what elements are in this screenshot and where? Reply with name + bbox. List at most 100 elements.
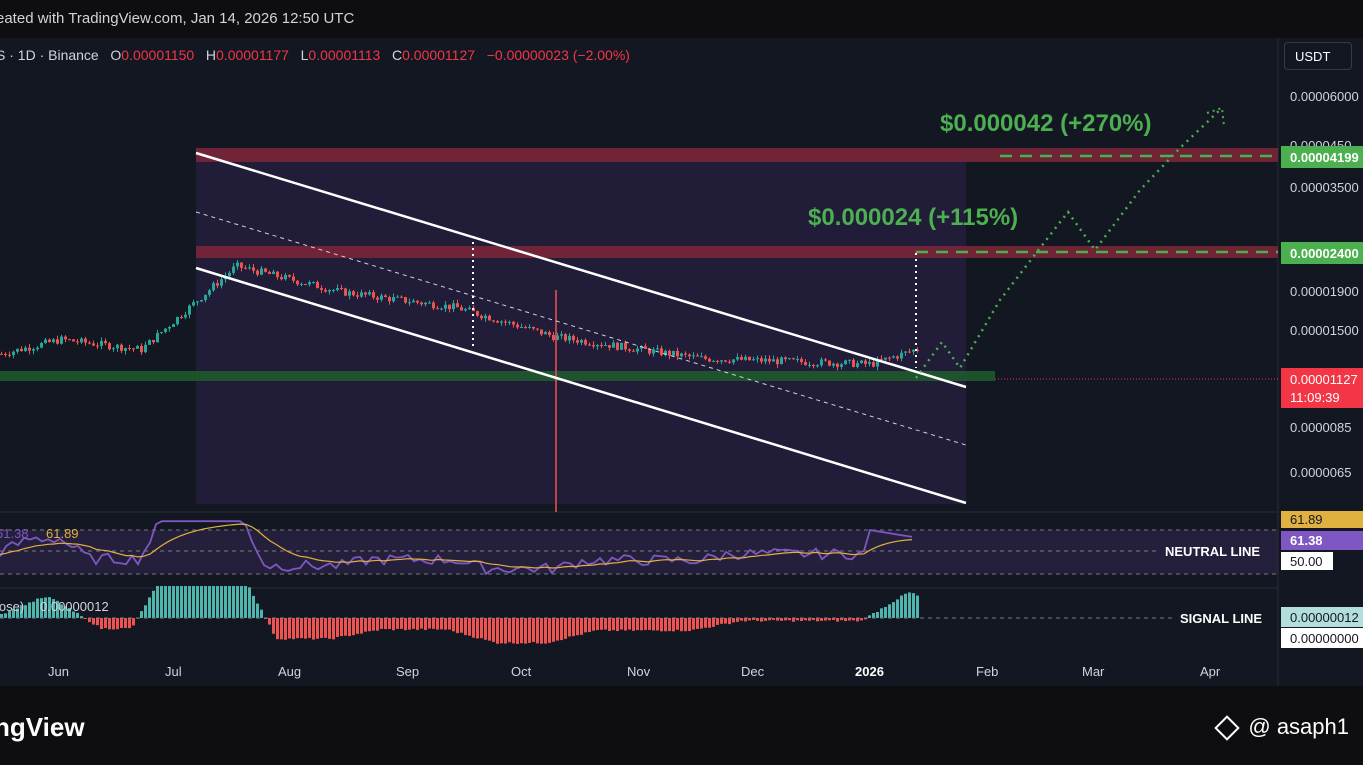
macd-bar bbox=[88, 618, 91, 623]
candle bbox=[324, 289, 327, 292]
price-tick: 0.0000065 bbox=[1290, 465, 1351, 480]
price-tick: 0.00006000 bbox=[1290, 89, 1359, 104]
candle bbox=[836, 363, 839, 367]
candle bbox=[108, 343, 111, 350]
month-label: Sep bbox=[396, 664, 419, 679]
candle bbox=[208, 290, 211, 295]
macd-bar bbox=[152, 590, 155, 618]
candle bbox=[720, 360, 723, 362]
macd-bar bbox=[280, 618, 283, 640]
macd-legend-text: lose) bbox=[0, 599, 24, 614]
time-axis[interactable]: Jun Jul Aug Sep Oct Nov Dec 2026 Feb Mar… bbox=[48, 664, 1221, 679]
macd-histogram[interactable] bbox=[0, 586, 919, 644]
candle bbox=[616, 342, 619, 350]
macd-bar bbox=[100, 618, 103, 630]
macd-bar bbox=[36, 598, 39, 618]
candle bbox=[664, 350, 667, 356]
macd-bar bbox=[120, 618, 123, 628]
macd-bar bbox=[624, 618, 627, 631]
candle bbox=[92, 343, 95, 346]
macd-bar bbox=[156, 586, 159, 618]
candle bbox=[80, 338, 83, 343]
macd-bar bbox=[92, 618, 95, 625]
month-label: Jun bbox=[48, 664, 69, 679]
candle bbox=[816, 365, 819, 367]
candle bbox=[172, 324, 175, 328]
macd-bar bbox=[872, 613, 875, 618]
macd-bar bbox=[732, 618, 735, 623]
candle bbox=[668, 350, 671, 356]
candle bbox=[376, 297, 379, 300]
price-tick: 0.00001500 bbox=[1290, 323, 1359, 338]
macd-bar bbox=[520, 618, 523, 644]
candle bbox=[908, 351, 911, 353]
candle bbox=[40, 343, 43, 348]
candle bbox=[648, 348, 651, 354]
candle bbox=[520, 327, 523, 329]
candle bbox=[252, 267, 255, 271]
candle bbox=[348, 291, 351, 296]
macd-bar bbox=[560, 618, 563, 641]
macd-bar bbox=[492, 618, 495, 642]
candle bbox=[164, 328, 167, 333]
macd-bar bbox=[672, 618, 675, 632]
macd-bar bbox=[772, 618, 775, 620]
macd-bar bbox=[424, 618, 427, 631]
macd-bar bbox=[452, 618, 455, 632]
rsi-line[interactable] bbox=[0, 520, 913, 576]
author-watermark: @ asaph1 bbox=[1214, 714, 1349, 741]
macd-bar bbox=[840, 618, 843, 621]
candle bbox=[72, 339, 75, 342]
candle bbox=[572, 335, 575, 341]
candle bbox=[912, 349, 915, 352]
currency-selector[interactable]: USDT bbox=[1284, 42, 1352, 70]
candle bbox=[236, 262, 239, 267]
channel-upper-line[interactable] bbox=[195, 151, 967, 389]
channel-lower-line[interactable] bbox=[195, 266, 967, 505]
macd-bar bbox=[212, 586, 215, 618]
macd-bar bbox=[728, 618, 731, 625]
candle bbox=[340, 287, 343, 289]
macd-bar bbox=[796, 618, 799, 621]
candle bbox=[772, 359, 775, 362]
macd-bar bbox=[260, 609, 263, 618]
high-value: 0.00001177 bbox=[216, 47, 289, 63]
macd-bar bbox=[572, 618, 575, 637]
macd-bar bbox=[432, 618, 435, 629]
tradingview-logo[interactable]: ngView bbox=[0, 712, 85, 742]
channel-mid-line[interactable] bbox=[195, 211, 967, 446]
candle bbox=[716, 360, 719, 362]
macd-bar bbox=[696, 618, 699, 629]
candle bbox=[656, 348, 659, 350]
candle bbox=[140, 345, 143, 353]
macd-bar bbox=[228, 586, 231, 618]
macd-bar bbox=[896, 599, 899, 618]
signal-line-label: SIGNAL LINE bbox=[1180, 611, 1262, 626]
candle bbox=[556, 335, 559, 340]
target-2-badge bbox=[1281, 146, 1363, 168]
symbol-text[interactable]: S · 1D · Binance bbox=[0, 47, 99, 63]
macd-bar bbox=[680, 618, 683, 632]
candle bbox=[16, 348, 19, 352]
rsi-ma-line[interactable] bbox=[0, 523, 913, 569]
macd-bar bbox=[852, 618, 855, 621]
macd-bar bbox=[224, 586, 227, 618]
macd-bar bbox=[164, 586, 167, 618]
last-price-badge bbox=[1281, 368, 1363, 408]
price-tick: 0.00001900 bbox=[1290, 284, 1359, 299]
candle bbox=[420, 302, 423, 305]
macd-bar bbox=[708, 618, 711, 628]
candle bbox=[232, 266, 235, 273]
candle bbox=[840, 364, 843, 367]
candle bbox=[724, 360, 727, 362]
candle bbox=[740, 357, 743, 360]
candle bbox=[356, 295, 359, 297]
macd-bar bbox=[384, 618, 387, 630]
macd-bar bbox=[364, 618, 367, 632]
candle bbox=[672, 350, 675, 356]
macd-bar bbox=[752, 618, 755, 620]
candle bbox=[180, 316, 183, 318]
candle bbox=[828, 360, 831, 366]
author-handle: @ asaph1 bbox=[1248, 714, 1349, 739]
